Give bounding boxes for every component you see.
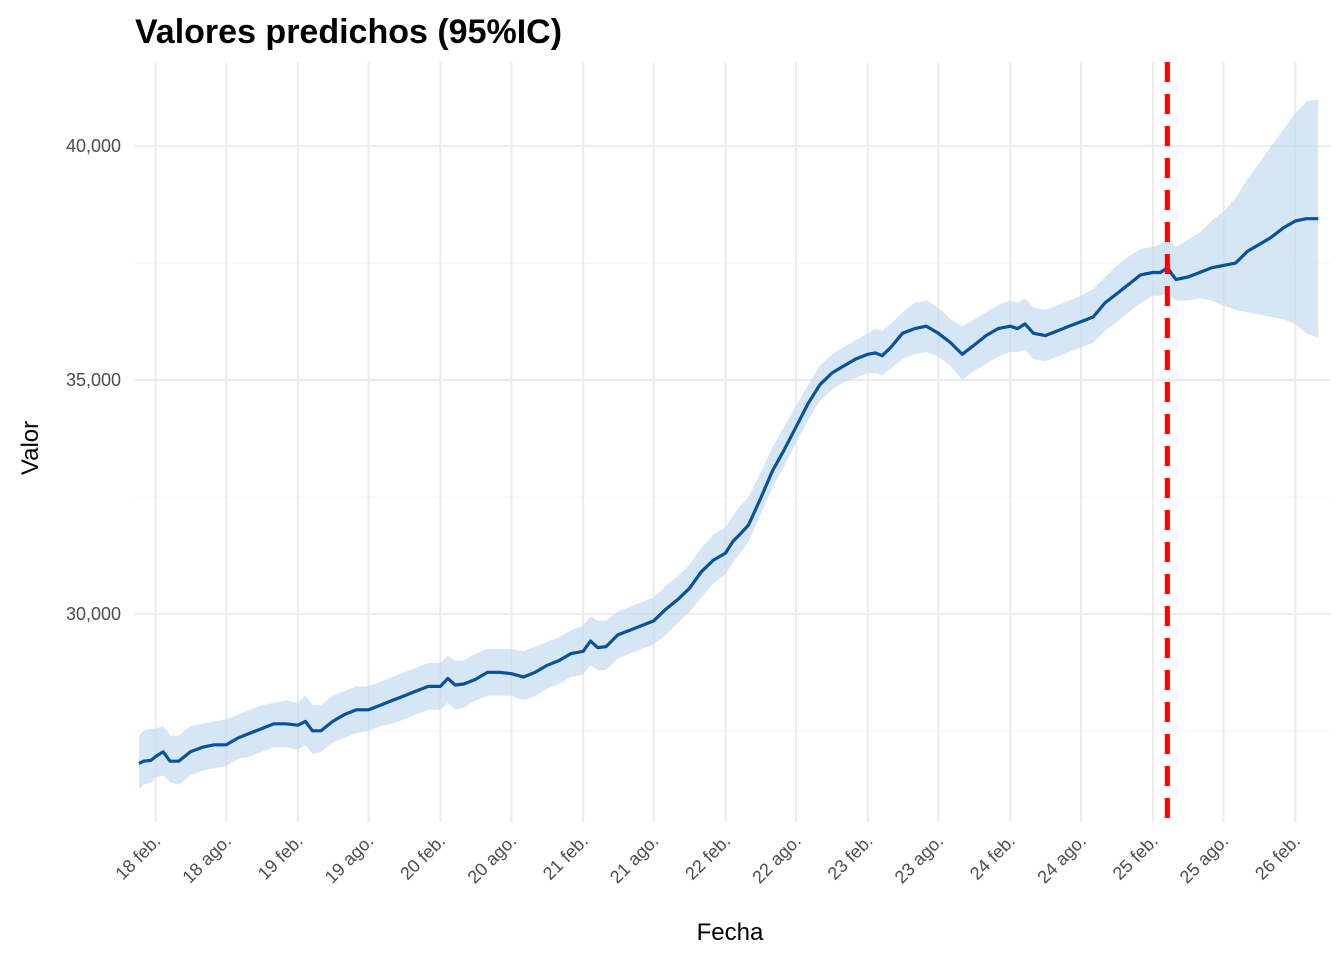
- x-tick-label: 20 feb.: [396, 831, 449, 884]
- x-tick-label: 20 ago.: [464, 831, 521, 888]
- x-tick-label: 18 ago.: [178, 831, 235, 888]
- x-tick-label: 19 feb.: [254, 831, 307, 884]
- series-line: [138, 217, 1319, 765]
- confidence-band: [138, 99, 1319, 790]
- grid-lines: [135, 62, 1330, 822]
- x-tick-label: 25 feb.: [1109, 831, 1162, 884]
- x-tick-label: 26 feb.: [1251, 831, 1304, 884]
- x-tick-label: 24 ago.: [1033, 831, 1090, 888]
- x-tick-label: 24 feb.: [966, 831, 1019, 884]
- chart-title: Valores predichos (95%IC): [135, 13, 562, 51]
- x-tick-label: 18 feb.: [111, 831, 164, 884]
- x-tick-label: 19 ago.: [321, 831, 378, 888]
- x-tick-label: 25 ago.: [1176, 831, 1233, 888]
- x-axis-ticks: 18 feb. 18 ago. 19 feb. 19 ago. 20 feb. 20 ag…: [111, 831, 1304, 888]
- y-tick-label: 35,000: [66, 370, 121, 390]
- x-tick-label: 21 feb.: [539, 831, 592, 884]
- y-tick-label: 30,000: [66, 604, 121, 624]
- y-axis-ticks: 30,000 35,000 40,000: [66, 136, 121, 624]
- y-axis-title: Valor: [17, 421, 44, 475]
- x-tick-label: 23 feb.: [824, 831, 877, 884]
- x-tick-label: 22 feb.: [681, 831, 734, 884]
- x-tick-label: 23 ago.: [891, 831, 948, 888]
- x-axis-title: Fecha: [697, 919, 764, 946]
- y-tick-label: 40,000: [66, 136, 121, 156]
- x-tick-label: 22 ago.: [748, 831, 805, 888]
- x-tick-label: 21 ago.: [606, 831, 663, 888]
